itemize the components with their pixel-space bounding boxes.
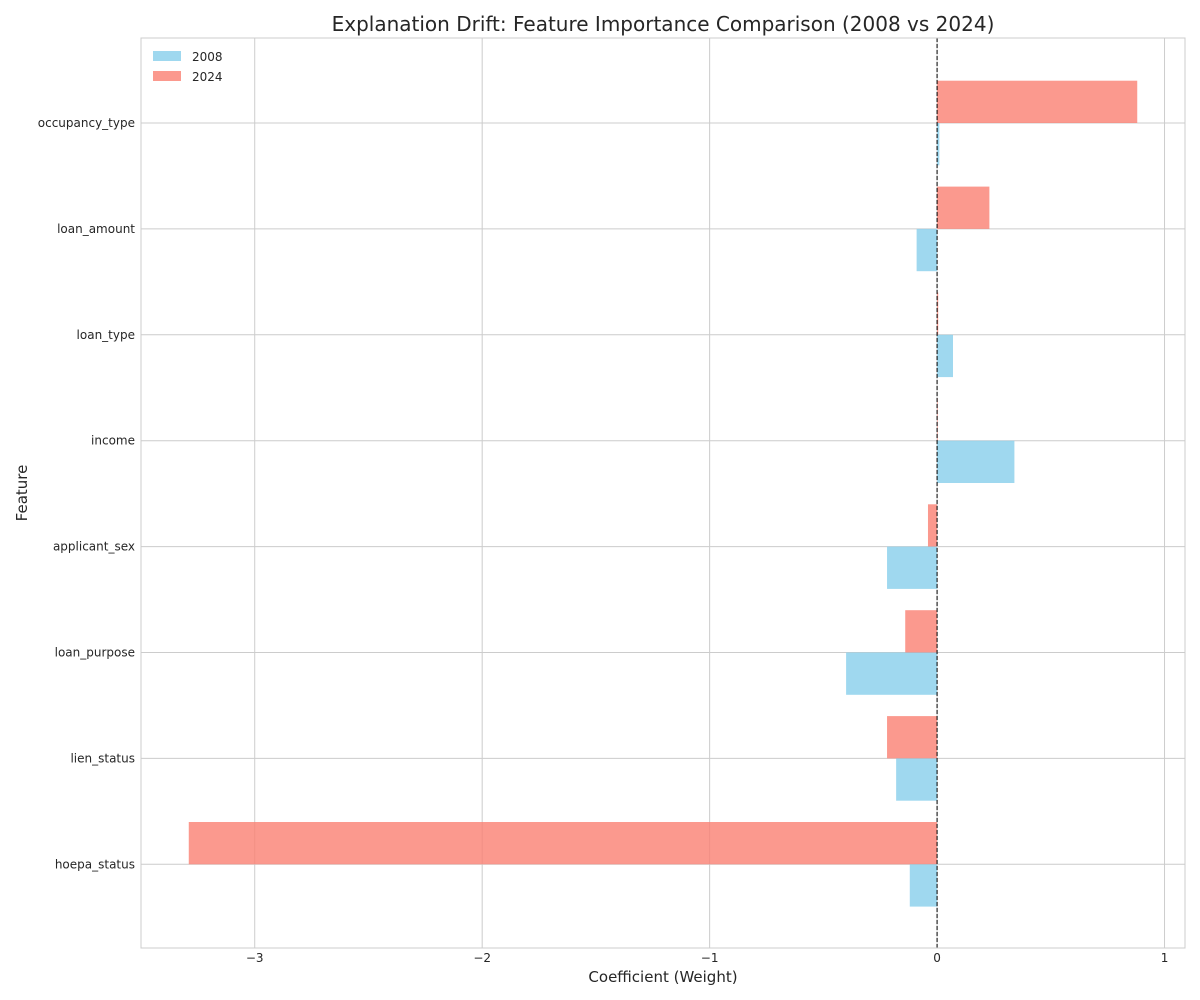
plot-frame (140, 37, 1186, 949)
legend-swatch-2008 (153, 51, 181, 61)
bar-2008-lien_status (896, 758, 938, 801)
chart-title: Explanation Drift: Feature Importance Co… (332, 12, 995, 36)
y-tick-label: applicant_sex (53, 540, 135, 554)
y-tick-label: occupancy_type (38, 116, 135, 130)
bar-2008-occupancy_type (937, 123, 940, 166)
y-axis-label: Feature (13, 465, 31, 522)
legend: 2008 2024 (153, 50, 223, 84)
bar-2024-loan_purpose (905, 610, 938, 653)
x-tick-labels: −3 −2 −1 0 1 (246, 951, 1168, 965)
bar-2024-applicant_sex (927, 504, 938, 547)
x-tick-label: −1 (701, 951, 719, 965)
y-tick-label: loan_purpose (55, 646, 135, 660)
y-tick-label: hoepa_status (55, 857, 135, 871)
x-axis-label: Coefficient (Weight) (588, 968, 737, 986)
x-tick-label: −2 (473, 951, 491, 965)
x-tick-label: −3 (246, 951, 264, 965)
bar-2024-lien_status (887, 716, 938, 759)
bar-2024-loan_type (937, 292, 939, 335)
x-tick-label: 1 (1161, 951, 1169, 965)
x-tick-label: 0 (933, 951, 941, 965)
grid (141, 38, 1185, 948)
bar-2008-hoepa_status (909, 864, 938, 907)
bar-2024-occupancy_type (937, 80, 1138, 123)
bar-2008-loan_type (937, 334, 953, 378)
bars (188, 80, 1138, 907)
bar-2008-loan_purpose (846, 652, 938, 695)
bar-2008-income (937, 440, 1015, 483)
legend-swatch-2024 (153, 71, 181, 81)
bar-2024-hoepa_status (188, 822, 938, 865)
y-tick-label: loan_type (77, 328, 135, 342)
bar-2008-loan_amount (916, 228, 938, 272)
bar-2008-applicant_sex (887, 546, 938, 589)
bar-2024-loan_amount (937, 186, 990, 229)
y-tick-label: loan_amount (57, 222, 135, 236)
y-tick-labels: occupancy_type loan_amount loan_typeincome… (38, 116, 136, 871)
legend-label-2008: 2008 (192, 50, 223, 64)
y-tick-label: income (91, 434, 135, 448)
y-tick-label: lien_status (70, 751, 135, 765)
legend-label-2024: 2024 (192, 70, 223, 84)
